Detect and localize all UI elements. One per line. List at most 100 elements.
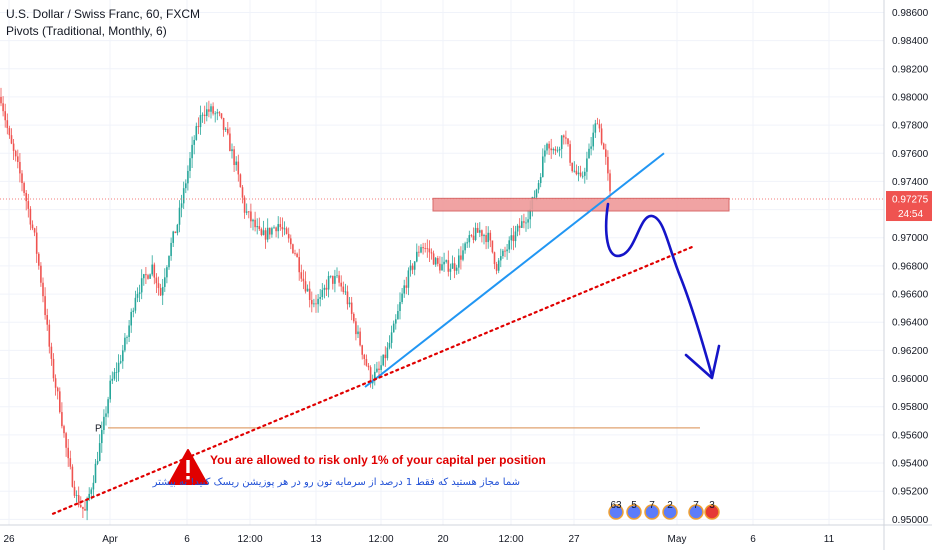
time-axis[interactable]: 26 Apr 6 12:00 13 12:00 20 12:00 27 May 6 11 (3, 534, 834, 545)
dotted-trendline[interactable] (51, 245, 696, 515)
candle-body (218, 112, 221, 114)
candle-body (132, 310, 135, 312)
candle-body (422, 247, 424, 249)
price-tick-label: 0.95200 (892, 487, 929, 498)
candle-body (52, 358, 55, 379)
candle-body (281, 227, 284, 230)
candle-body (359, 331, 361, 346)
candle-body (500, 256, 502, 261)
event-badge[interactable] (608, 504, 624, 520)
price-tick-label: 0.98600 (892, 8, 929, 19)
event-badge[interactable] (626, 504, 642, 520)
time-tick-label: 12:00 (237, 534, 262, 545)
candle-body (340, 282, 342, 287)
candle-body (321, 289, 324, 298)
candle-body (75, 495, 78, 496)
candle-body (602, 143, 605, 150)
candle-body (206, 109, 208, 117)
candle-body (579, 172, 582, 176)
candle-body (254, 219, 256, 228)
time-tick-label: 11 (824, 534, 835, 545)
price-tick-label: 0.98000 (892, 92, 929, 103)
candle-body (560, 135, 563, 149)
candle-body (332, 275, 334, 284)
candle-body (65, 433, 67, 448)
candle-body (430, 252, 433, 254)
price-axis[interactable]: 0.98600 0.98400 0.98200 0.98000 0.97800 0.976… (892, 8, 929, 526)
candle-body (552, 148, 555, 151)
candle-body (382, 354, 384, 366)
candle-body (336, 275, 338, 277)
candle-body (136, 293, 139, 298)
time-tick-label: 12:00 (368, 534, 393, 545)
candle-body (493, 252, 496, 265)
candle-body (59, 391, 61, 413)
candle-body (172, 231, 174, 243)
candle-body (40, 265, 42, 283)
candle-body (237, 161, 240, 175)
candle-body (233, 149, 235, 166)
candle-body (458, 255, 460, 268)
resistance-zone[interactable] (432, 197, 730, 212)
candle-body (605, 149, 607, 157)
candles (0, 87, 611, 521)
candle-body (518, 225, 521, 228)
event-badge[interactable] (704, 504, 720, 520)
candle-body (25, 192, 27, 202)
symbol-title[interactable]: U.S. Dollar / Swiss Franc, 60, FXCM (6, 7, 201, 21)
candle-body (277, 224, 279, 232)
projection-arrow[interactable] (604, 202, 714, 378)
candle-body (308, 288, 311, 300)
candle-body (283, 228, 286, 230)
indicator-legend[interactable]: Pivots (Traditional, Monthly, 6) (6, 24, 167, 38)
candle-body (455, 267, 458, 271)
candle-body (109, 380, 111, 400)
blue-trendline[interactable] (364, 152, 665, 388)
candle-body (14, 150, 17, 157)
candle-body (468, 235, 471, 243)
candle-body (178, 207, 181, 225)
candle-body (105, 413, 107, 417)
candle-body (130, 311, 132, 326)
candle-body (304, 281, 307, 292)
candle-body (441, 264, 443, 271)
candle-body (266, 227, 269, 240)
candle-body (460, 255, 462, 260)
candle-body (147, 275, 149, 279)
candle-body (117, 362, 120, 373)
candle-body (229, 133, 231, 152)
candle-body (424, 248, 426, 250)
candle-body (445, 260, 447, 262)
candle-body (82, 506, 84, 509)
candle-body (483, 235, 485, 237)
event-badge[interactable] (662, 504, 678, 520)
candle-body (395, 319, 397, 324)
candle-body (449, 268, 452, 272)
candle-body (292, 244, 294, 254)
candle-body (134, 297, 137, 311)
candle-body (409, 265, 412, 271)
candle-body (231, 149, 233, 152)
candle-body (413, 261, 416, 270)
candle-body (38, 253, 40, 266)
candle-body (443, 261, 445, 265)
event-badge[interactable] (688, 504, 704, 520)
candle-body (420, 247, 422, 253)
candle-body (124, 337, 126, 351)
candle-body (243, 197, 246, 213)
candle-body (380, 365, 382, 370)
candle-body (182, 188, 185, 204)
candle-body (101, 430, 103, 444)
candle-body (405, 285, 408, 288)
candle-body (107, 399, 109, 414)
candle-body (569, 144, 571, 163)
event-badge[interactable] (644, 504, 660, 520)
candle-body (510, 235, 513, 241)
candle-body (348, 302, 351, 305)
candle-body (434, 258, 437, 265)
candle-body (67, 447, 69, 459)
candle-body (157, 283, 160, 289)
candle-body (327, 275, 330, 290)
